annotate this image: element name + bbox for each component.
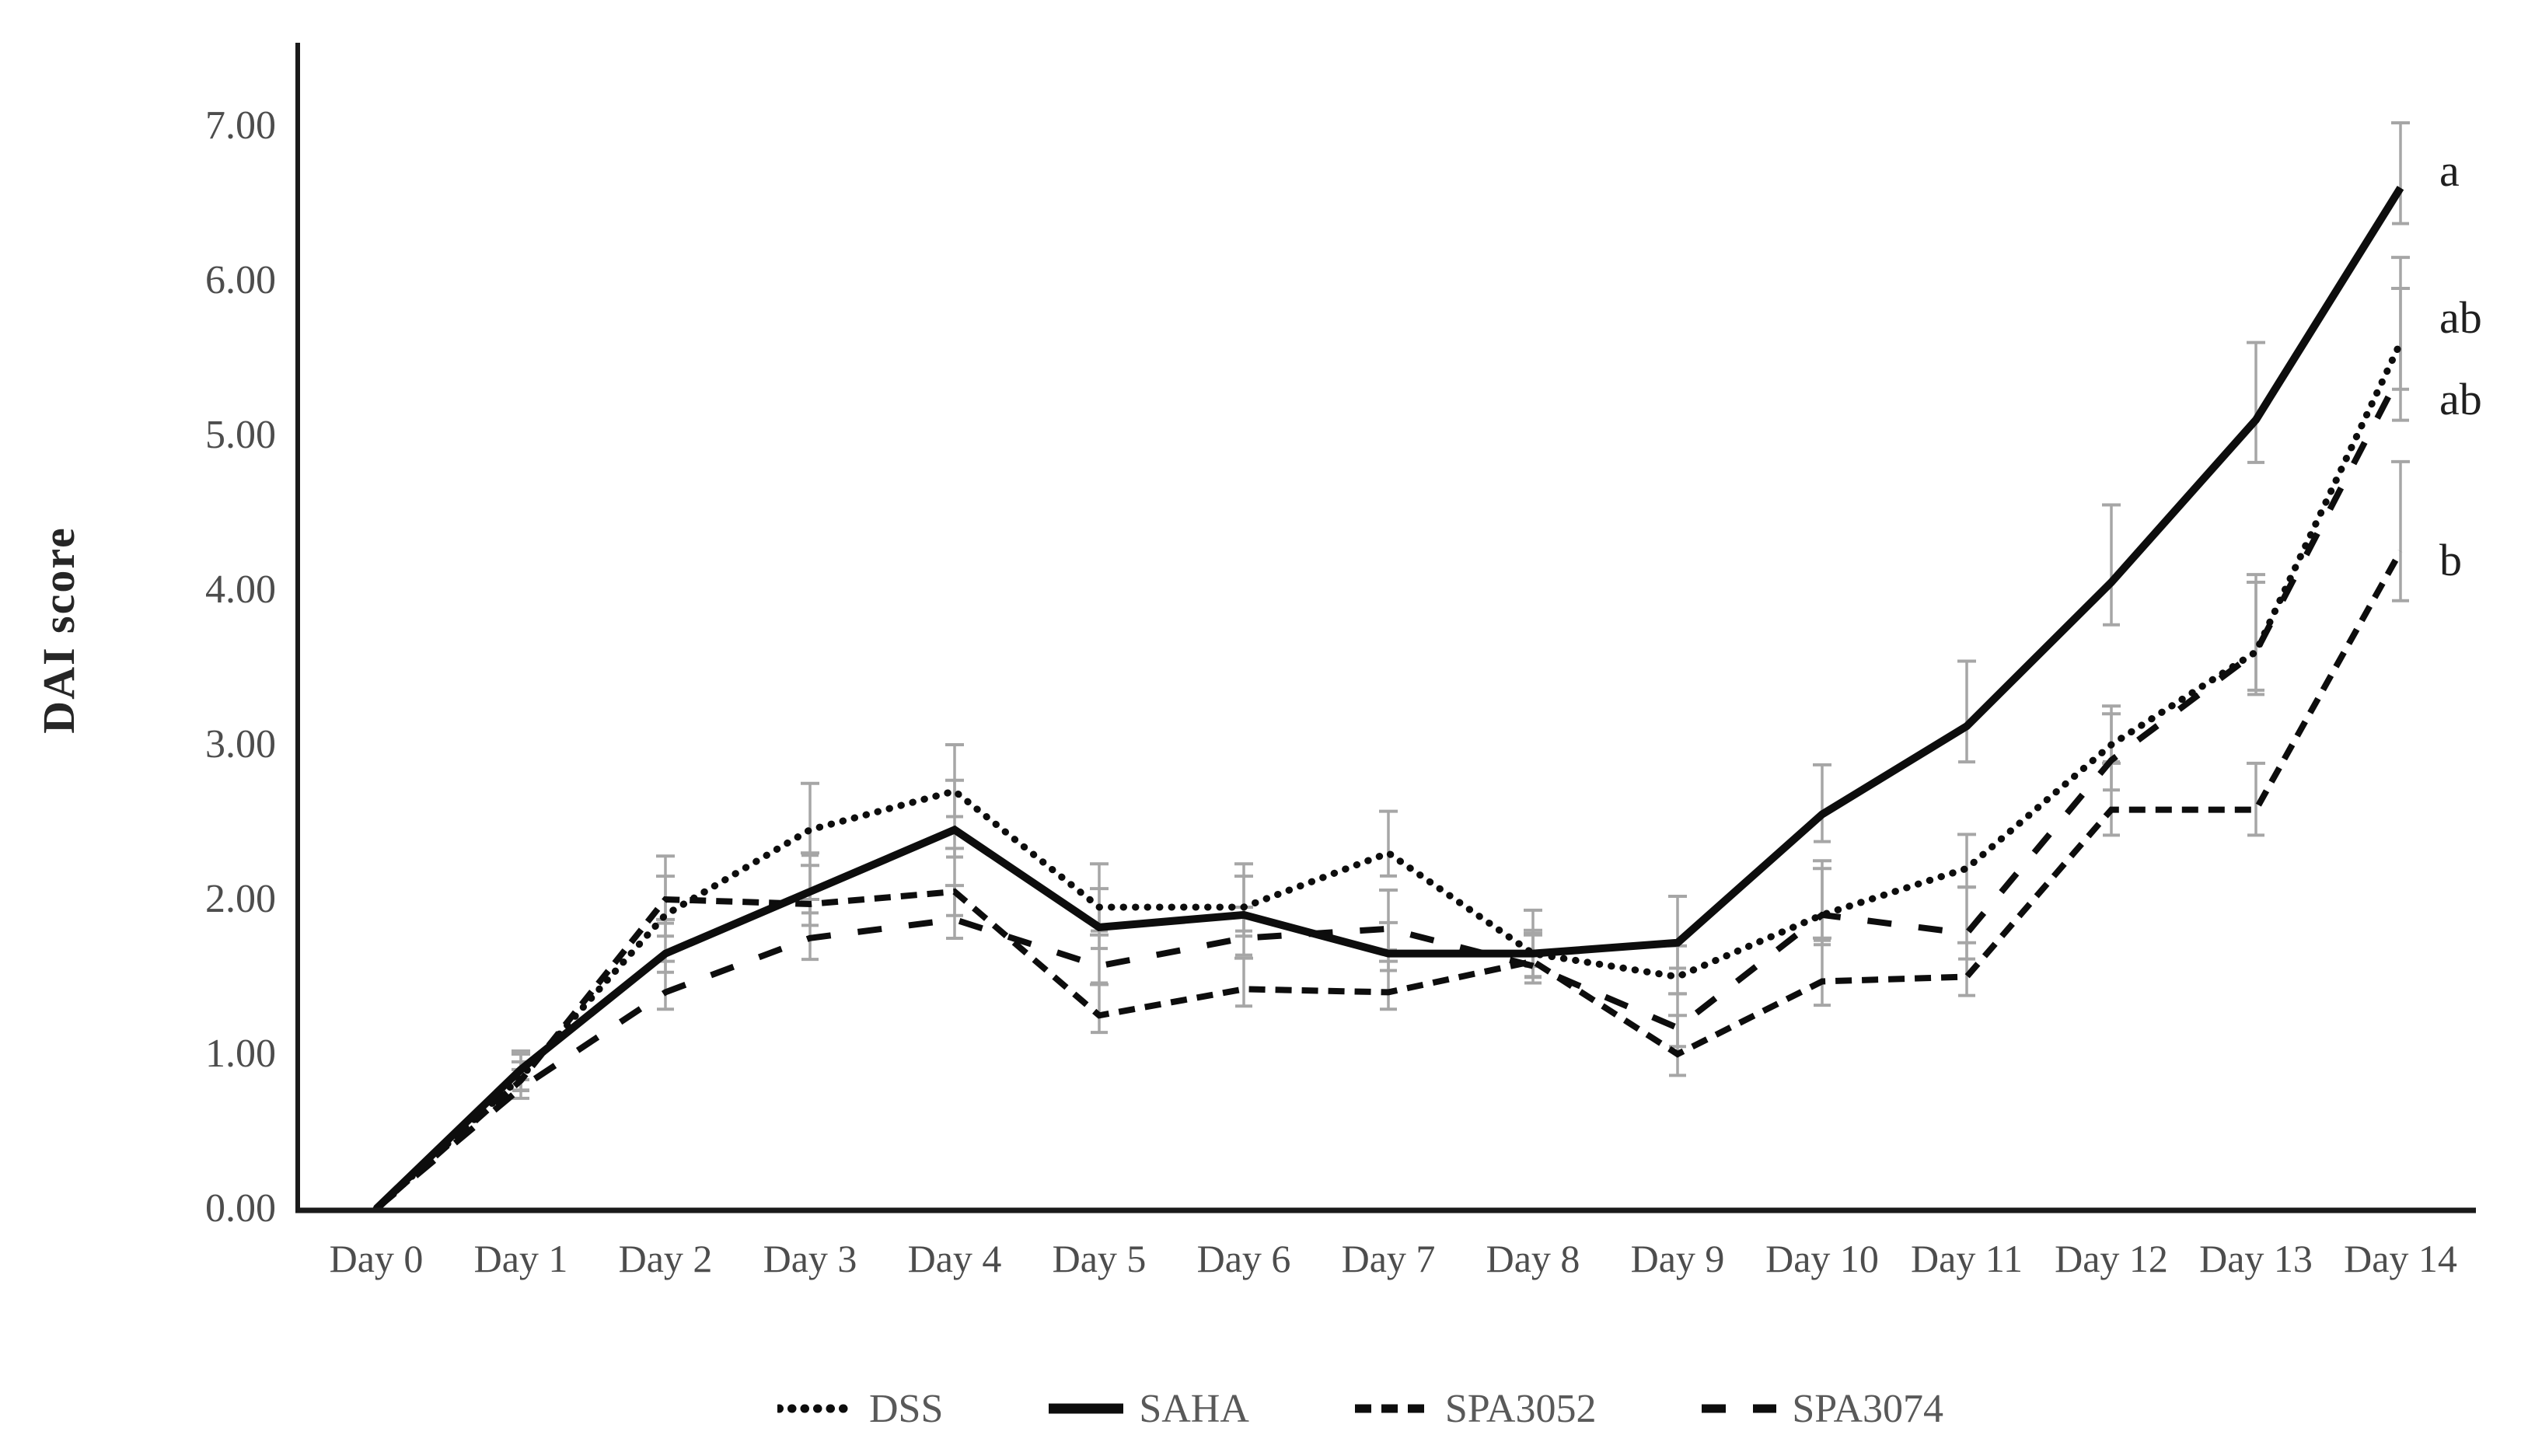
significance-label: a	[2439, 145, 2460, 196]
y-tick-label: 5.00	[205, 413, 276, 457]
x-tick-label: Day 7	[1341, 1237, 1436, 1280]
legend-item-spa3074: SPA3074	[1700, 1386, 1943, 1432]
x-tick-label: Day 1	[473, 1237, 568, 1280]
y-tick-label: 3.00	[205, 722, 276, 766]
x-tick-label: Day 12	[2055, 1237, 2168, 1280]
x-tick-label: Day 2	[618, 1237, 713, 1280]
legend-label: SPA3074	[1792, 1386, 1943, 1431]
y-tick-label: 4.00	[205, 567, 276, 612]
significance-label: ab	[2439, 292, 2482, 343]
x-tick-label: Day 4	[907, 1237, 1002, 1280]
x-tick-label: Day 9	[1630, 1237, 1725, 1280]
x-tick-label: Day 6	[1196, 1237, 1291, 1280]
x-tick-label: Day 10	[1765, 1237, 1879, 1280]
x-tick-label: Day 11	[1911, 1237, 2023, 1280]
series-line-spa3074	[374, 372, 2404, 1212]
legend-marker-dotted	[777, 1404, 855, 1413]
series-line-spa3052	[374, 550, 2404, 1211]
legend-marker-dashed-short	[1354, 1404, 1430, 1413]
x-tick-label: Day 3	[763, 1237, 857, 1280]
y-tick-label: 0.00	[205, 1186, 276, 1231]
x-tick-label: Day 8	[1486, 1237, 1580, 1280]
legend-label: DSS	[869, 1386, 944, 1431]
x-tick-label: Day 14	[2344, 1237, 2457, 1280]
y-tick-label: 1.00	[205, 1032, 276, 1076]
significance-label: ab	[2439, 374, 2482, 425]
y-tick-label: 7.00	[205, 103, 276, 148]
series-line-dss	[372, 339, 2404, 1213]
series-line-saha	[373, 185, 2404, 1212]
y-tick-label: 2.00	[205, 877, 276, 921]
x-tick-label: Day 13	[2199, 1237, 2313, 1280]
legend-marker-solid	[1049, 1403, 1124, 1414]
y-tick-label: 6.00	[205, 258, 276, 302]
legend-item-spa3052: SPA3052	[1353, 1386, 1597, 1432]
significance-label: b	[2439, 535, 2462, 586]
legend-marker-dashed-long	[1702, 1404, 1777, 1413]
legend-item-saha: SAHA	[1047, 1386, 1249, 1432]
x-tick-label: Day 0	[329, 1237, 424, 1280]
chart-legend: DSS SAHA SPA3052 SPA3074	[777, 1377, 1943, 1440]
legend-item-dss: DSS	[777, 1386, 943, 1432]
legend-label: SPA3052	[1444, 1386, 1597, 1431]
legend-label: SAHA	[1139, 1386, 1249, 1431]
x-tick-label: Day 5	[1052, 1237, 1147, 1280]
